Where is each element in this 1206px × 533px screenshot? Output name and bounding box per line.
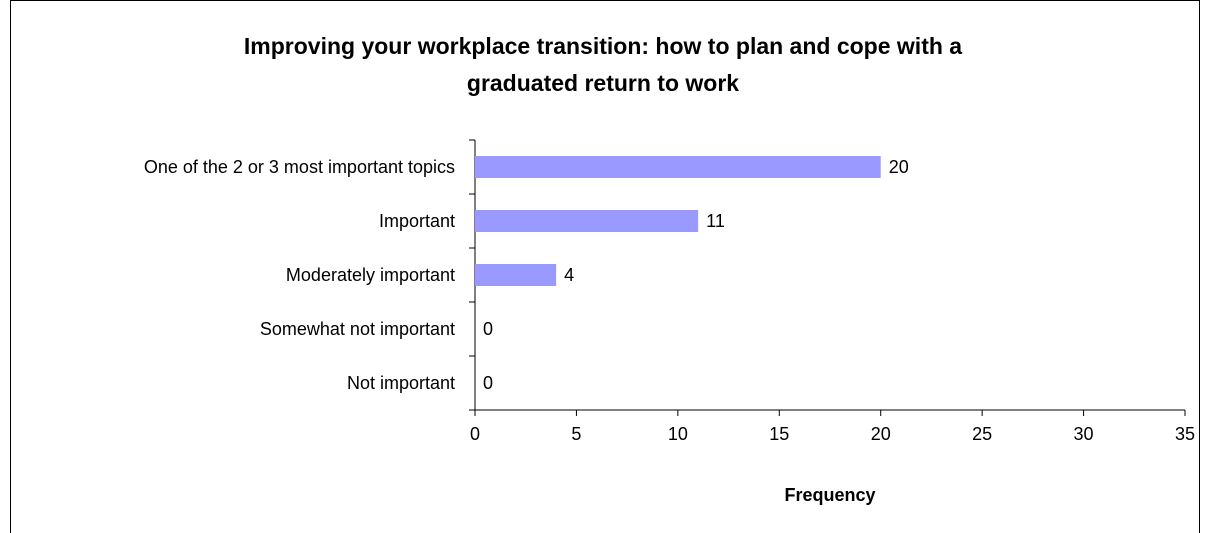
x-tick-label: 5	[571, 424, 581, 444]
bar	[475, 210, 699, 232]
y-tick-label: Not important	[347, 373, 455, 393]
chart-title: Improving your workplace transition: how…	[244, 33, 962, 59]
bar	[475, 264, 557, 286]
x-tick-label: 20	[871, 424, 891, 444]
y-tick-label: One of the 2 or 3 most important topics	[144, 157, 455, 177]
x-tick-label: 25	[972, 424, 992, 444]
data-label: 0	[483, 319, 493, 339]
x-tick-label: 30	[1074, 424, 1094, 444]
data-label: 0	[483, 373, 493, 393]
x-tick-label: 10	[668, 424, 688, 444]
chart-frame	[10, 0, 1200, 533]
data-label: 11	[706, 211, 725, 231]
chart-title: graduated return to work	[467, 70, 739, 96]
data-label: 4	[564, 265, 574, 285]
x-tick-label: 15	[769, 424, 789, 444]
y-tick-label: Moderately important	[286, 265, 455, 285]
x-axis-label: Frequency	[784, 485, 875, 505]
x-tick-label: 35	[1175, 424, 1195, 444]
x-tick-label: 0	[470, 424, 480, 444]
bar	[475, 156, 881, 178]
y-tick-label: Somewhat not important	[260, 319, 455, 339]
data-label: 20	[889, 157, 909, 177]
y-tick-label: Important	[379, 211, 455, 231]
